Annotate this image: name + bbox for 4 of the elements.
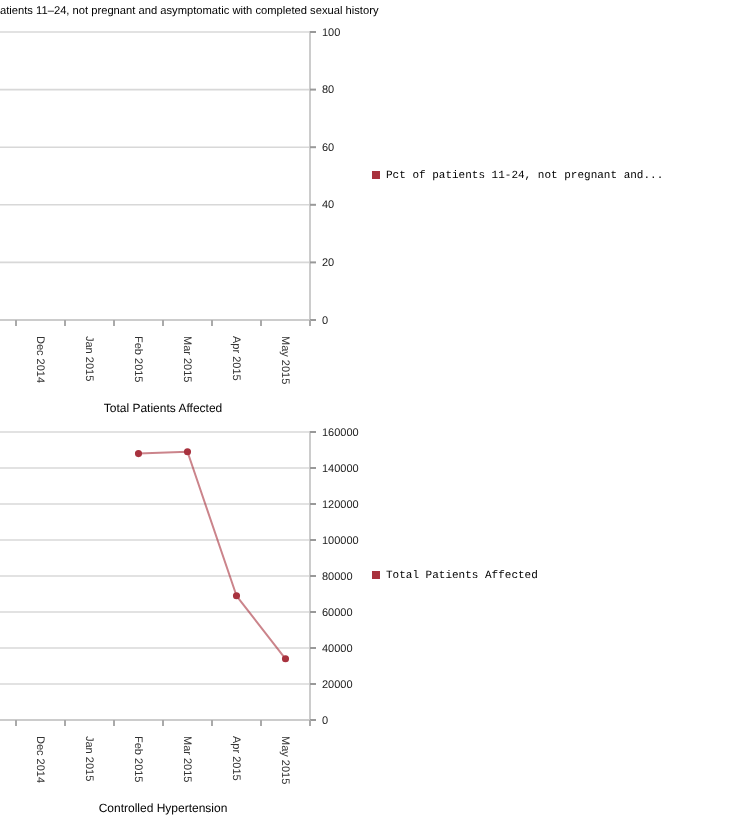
point [232, 592, 241, 600]
point [183, 448, 192, 456]
point [134, 450, 143, 458]
point [281, 655, 290, 663]
